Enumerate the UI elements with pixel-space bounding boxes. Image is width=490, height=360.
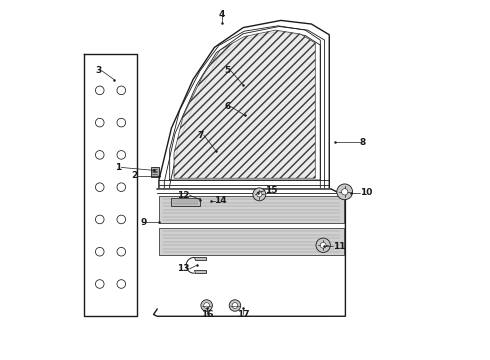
Polygon shape [194,270,205,273]
Text: 13: 13 [177,265,190,274]
Text: 6: 6 [224,102,231,111]
Text: 8: 8 [360,138,366,147]
Polygon shape [151,167,159,177]
Polygon shape [172,198,200,206]
Polygon shape [84,54,137,316]
Text: 14: 14 [215,196,227,205]
Circle shape [316,238,330,252]
Text: 16: 16 [201,310,214,319]
Circle shape [229,300,241,311]
Text: 9: 9 [140,218,147,227]
Polygon shape [194,257,205,260]
Polygon shape [159,21,329,316]
Text: 1: 1 [115,163,122,172]
Circle shape [232,303,238,309]
Circle shape [257,192,262,197]
Polygon shape [153,189,345,316]
Circle shape [320,242,326,248]
Circle shape [342,189,348,195]
Text: 7: 7 [197,131,204,140]
Circle shape [201,300,212,311]
Text: 2: 2 [131,171,137,180]
Text: 10: 10 [360,188,372,197]
Text: 4: 4 [219,10,225,19]
Polygon shape [159,228,343,255]
Polygon shape [159,196,343,223]
Polygon shape [174,30,315,178]
Circle shape [337,184,353,200]
Circle shape [253,188,266,201]
Text: 17: 17 [237,310,249,319]
Text: 15: 15 [265,186,277,195]
Circle shape [204,303,210,309]
Text: 11: 11 [333,242,345,251]
Text: 3: 3 [96,66,101,75]
Text: 5: 5 [224,66,231,75]
Text: 12: 12 [177,190,190,199]
